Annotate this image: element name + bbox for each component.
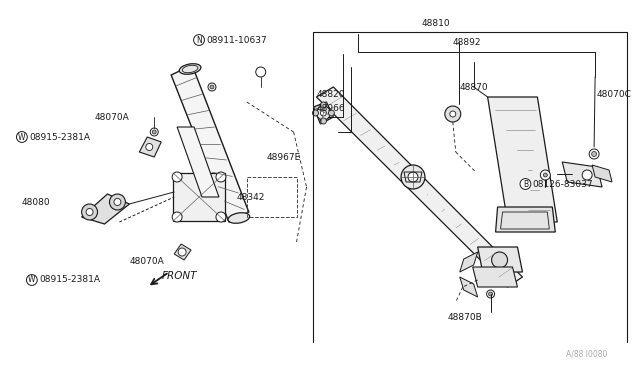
Text: FRONT: FRONT — [162, 271, 198, 281]
Text: 08915-2381A: 08915-2381A — [30, 132, 91, 141]
Circle shape — [210, 85, 214, 89]
Circle shape — [146, 144, 153, 151]
Polygon shape — [473, 267, 518, 287]
Text: 48810: 48810 — [422, 19, 451, 28]
Circle shape — [178, 248, 186, 256]
Polygon shape — [592, 165, 612, 182]
Polygon shape — [460, 277, 477, 297]
Ellipse shape — [179, 64, 201, 74]
Polygon shape — [477, 247, 522, 272]
Polygon shape — [140, 137, 161, 157]
Text: 48342: 48342 — [237, 192, 265, 202]
Ellipse shape — [228, 213, 250, 223]
Text: 48966: 48966 — [316, 103, 345, 112]
Text: W: W — [18, 132, 26, 141]
Text: 08915-2381A: 08915-2381A — [40, 276, 101, 285]
Circle shape — [582, 170, 592, 180]
Circle shape — [486, 290, 495, 298]
Circle shape — [488, 292, 493, 296]
Polygon shape — [488, 97, 557, 222]
Circle shape — [591, 151, 596, 157]
Polygon shape — [177, 127, 219, 197]
Circle shape — [401, 165, 425, 189]
Circle shape — [321, 118, 326, 124]
Polygon shape — [171, 65, 249, 222]
Circle shape — [316, 106, 330, 120]
Text: 48080: 48080 — [22, 198, 51, 206]
Circle shape — [216, 172, 226, 182]
Circle shape — [82, 204, 97, 220]
Circle shape — [445, 106, 461, 122]
Polygon shape — [82, 194, 129, 224]
Circle shape — [152, 130, 156, 134]
Polygon shape — [314, 102, 333, 124]
Text: 48967E: 48967E — [267, 153, 301, 161]
Text: 48070A: 48070A — [95, 112, 129, 122]
Circle shape — [492, 252, 508, 268]
Circle shape — [321, 102, 326, 108]
Circle shape — [589, 149, 599, 159]
Circle shape — [216, 212, 226, 222]
Text: N: N — [196, 35, 202, 45]
Circle shape — [543, 173, 547, 177]
Circle shape — [114, 199, 121, 205]
Polygon shape — [173, 173, 225, 221]
Text: 48070A: 48070A — [129, 257, 164, 266]
Circle shape — [408, 172, 418, 182]
Text: 48892: 48892 — [452, 38, 481, 46]
Circle shape — [256, 67, 266, 77]
Text: 08911-10637: 08911-10637 — [206, 35, 267, 45]
Circle shape — [109, 194, 125, 210]
Text: 48870B: 48870B — [448, 312, 483, 321]
Polygon shape — [174, 244, 191, 260]
Circle shape — [172, 172, 182, 182]
Text: 48820: 48820 — [316, 90, 345, 99]
Text: 08126-83037: 08126-83037 — [532, 180, 593, 189]
Circle shape — [86, 208, 93, 215]
Polygon shape — [316, 87, 522, 287]
Circle shape — [150, 128, 158, 136]
Text: W: W — [28, 276, 36, 285]
Polygon shape — [495, 207, 556, 232]
Circle shape — [328, 110, 334, 116]
Circle shape — [208, 83, 216, 91]
Circle shape — [172, 212, 182, 222]
Circle shape — [321, 110, 326, 116]
Circle shape — [540, 170, 550, 180]
Polygon shape — [563, 162, 602, 187]
Circle shape — [312, 110, 319, 116]
Polygon shape — [460, 252, 477, 272]
Circle shape — [450, 111, 456, 117]
Text: 48870: 48870 — [460, 83, 488, 92]
Text: 48070C: 48070C — [596, 90, 631, 99]
Text: A/88 I0080: A/88 I0080 — [566, 350, 607, 359]
Text: B: B — [523, 180, 528, 189]
